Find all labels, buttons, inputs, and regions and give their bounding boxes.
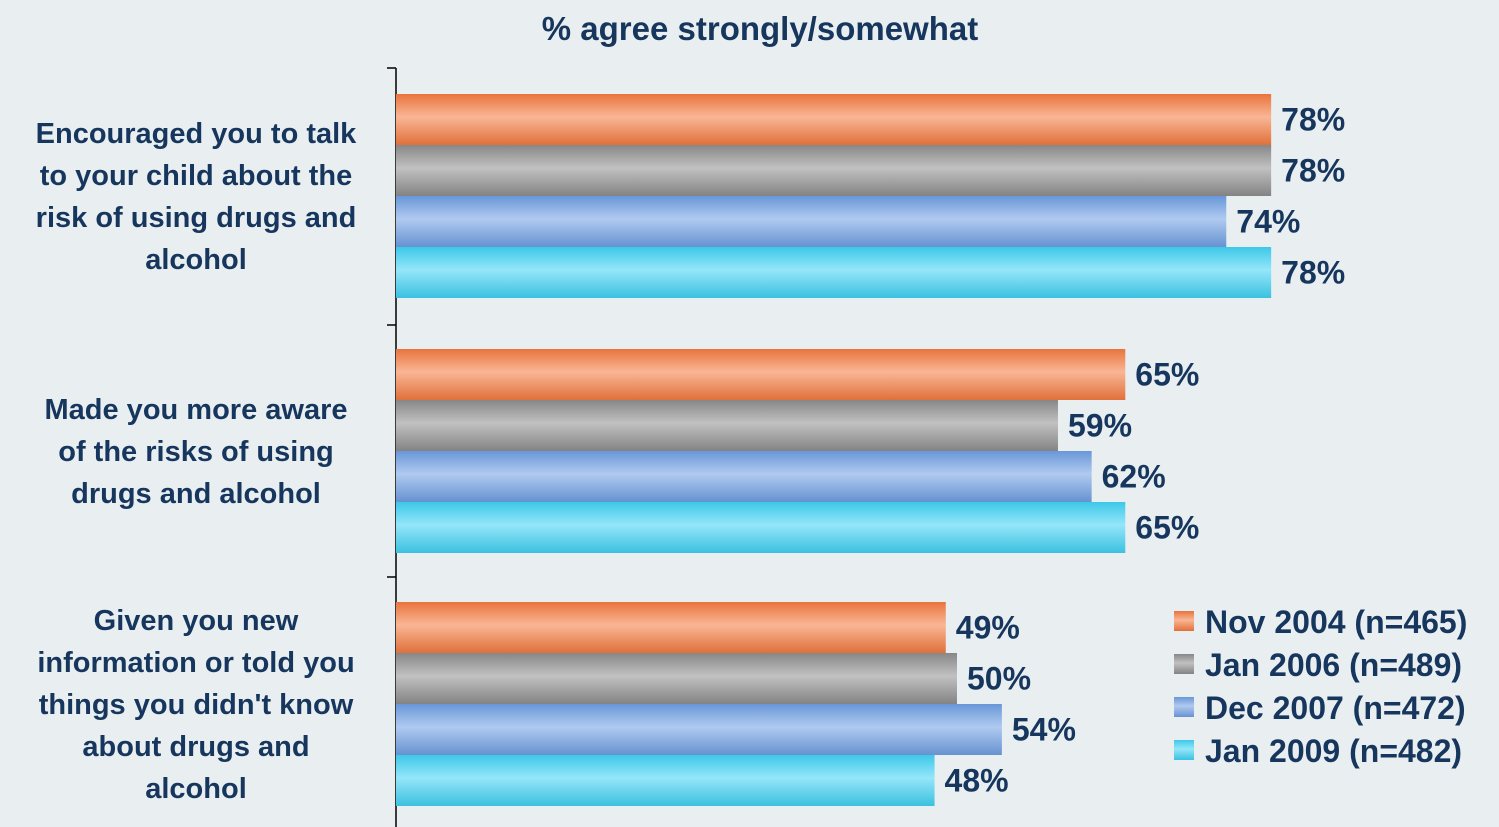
legend-swatch	[1174, 654, 1194, 674]
bar	[396, 755, 935, 806]
bar	[396, 451, 1092, 502]
category-label: Encouraged you to talk to your child abou…	[36, 118, 358, 276]
bar-value-label: 78%	[1281, 255, 1345, 291]
chart-title: % agree strongly/somewhat	[542, 10, 978, 47]
bar	[396, 196, 1227, 247]
bar	[396, 349, 1126, 400]
bar-value-label: 78%	[1281, 153, 1345, 189]
bar-value-label: 54%	[1012, 712, 1076, 748]
legend-label: Jan 2009 (n=482)	[1205, 733, 1462, 769]
bar	[396, 602, 946, 653]
bar-value-label: 48%	[945, 763, 1009, 799]
bar	[396, 704, 1002, 755]
bar-value-label: 59%	[1068, 408, 1132, 444]
bar-value-label: 65%	[1135, 357, 1199, 393]
legend-swatch	[1174, 611, 1194, 631]
bar-value-label: 65%	[1135, 510, 1199, 546]
bar-value-label: 78%	[1281, 102, 1345, 138]
bar	[396, 502, 1126, 553]
legend-label: Dec 2007 (n=472)	[1205, 690, 1466, 726]
bar	[396, 247, 1272, 298]
bar	[396, 653, 957, 704]
legend-swatch	[1174, 697, 1194, 717]
legend-label: Nov 2004 (n=465)	[1205, 604, 1467, 640]
bar-value-label: 50%	[967, 661, 1031, 697]
bar-value-label: 74%	[1236, 204, 1300, 240]
category-label: Made you more aware of the risks of using…	[45, 394, 348, 510]
bar	[396, 400, 1058, 451]
category-label: Given you new information or told you thin…	[37, 605, 354, 805]
bar	[396, 94, 1272, 145]
bar	[396, 145, 1272, 196]
legend-swatch	[1174, 740, 1194, 760]
bar-value-label: 49%	[956, 610, 1020, 646]
legend-label: Jan 2006 (n=489)	[1205, 647, 1462, 683]
bar-value-label: 62%	[1102, 459, 1166, 495]
